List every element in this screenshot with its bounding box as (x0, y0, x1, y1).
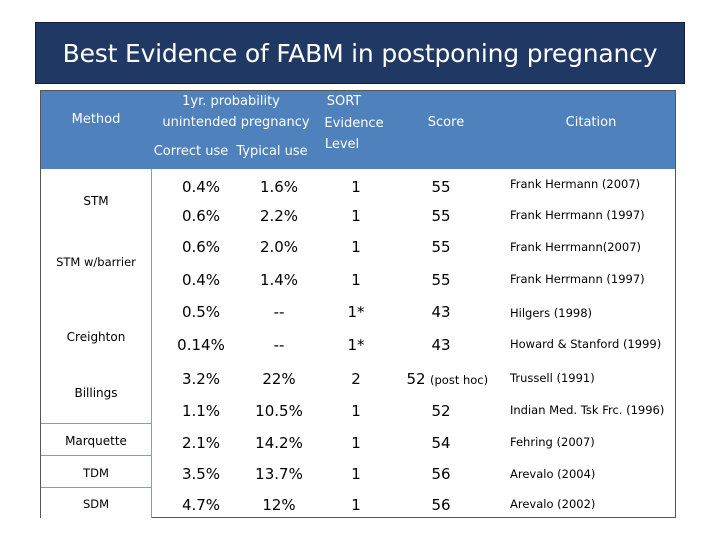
method-column (41, 169, 151, 518)
correct-use-value: 0.4% (181, 271, 221, 289)
method-stm: STM (83, 194, 109, 208)
citation: Arevalo (2002) (510, 497, 596, 511)
typical-use-value: -- (273, 336, 285, 354)
score-value: 56 (431, 465, 451, 483)
typical-use-value: 13.7% (255, 465, 303, 483)
typical-use-value: 2.0% (259, 238, 299, 256)
citation: Fehring (2007) (510, 435, 595, 449)
evidence-table: Method 1yr. probability unintended pregn… (40, 90, 676, 518)
citation: Trussell (1991) (510, 371, 595, 385)
method-marquette: Marquette (65, 434, 127, 448)
citation: Arevalo (2004) (510, 467, 596, 481)
sort-value: 1 (351, 207, 361, 225)
typical-use-value: 14.2% (255, 434, 303, 452)
header-citation: Citation (565, 115, 617, 130)
score-value: 56 (431, 496, 451, 514)
citation: Howard & Stanford (1999) (510, 337, 662, 351)
correct-use-value: 1.1% (181, 402, 221, 420)
typical-use-value: 1.4% (259, 271, 299, 289)
sort-value: 1 (351, 465, 361, 483)
score-value: 43 (431, 336, 451, 354)
score-value: 52 (431, 402, 451, 420)
header-prob-line2: unintended pregnancy (162, 115, 310, 130)
score-value: 54 (431, 434, 451, 452)
sort-value: 1 (351, 496, 361, 514)
correct-use-value: 0.5% (181, 303, 221, 321)
header-method: Method (71, 112, 121, 127)
citation: Frank Herrmann (1997) (510, 272, 645, 286)
header-sort-line1: SORT (326, 94, 362, 109)
sort-value: 1* (347, 303, 365, 321)
sort-value: 1 (351, 434, 361, 452)
citation: Hilgers (1998) (510, 306, 593, 320)
method-creighton: Creighton (66, 330, 126, 344)
sort-value: 1 (351, 178, 361, 196)
divider (41, 487, 151, 488)
score-value: 55 (431, 271, 451, 289)
typical-use-value: 12% (262, 496, 296, 514)
correct-use-value: 0.6% (181, 207, 221, 225)
typical-use-value: 22% (262, 370, 296, 388)
header-score: Score (427, 115, 465, 130)
typical-use-value: 10.5% (255, 402, 303, 420)
title-bar: Best Evidence of FABM in postponing preg… (35, 22, 685, 84)
header-typical-use: Typical use (236, 144, 308, 159)
correct-use-value: 4.7% (181, 496, 221, 514)
score-note: (post hoc) (430, 373, 489, 387)
correct-use-value: 2.1% (181, 434, 221, 452)
typical-use-value: 1.6% (259, 178, 299, 196)
score-value: 52 (406, 370, 426, 388)
divider (151, 169, 152, 518)
typical-use-value: 2.2% (259, 207, 299, 225)
score-value: 55 (431, 207, 451, 225)
header-correct-use: Correct use (153, 144, 229, 159)
citation: Frank Hermann (2007) (510, 177, 641, 191)
correct-use-value: 3.2% (181, 370, 221, 388)
sort-value: 1 (351, 271, 361, 289)
correct-use-value: 3.5% (181, 465, 221, 483)
score-value: 55 (431, 178, 451, 196)
score-value: 55 (431, 238, 451, 256)
citation: Indian Med. Tsk Frc. (1996) (510, 403, 665, 417)
correct-use-value: 0.14% (177, 336, 225, 354)
score-value: 43 (431, 303, 451, 321)
sort-value: 1 (351, 238, 361, 256)
citation: Frank Herrmann (1997) (510, 208, 645, 222)
sort-value: 2 (351, 370, 361, 388)
header-prob-line1: 1yr. probability (182, 94, 280, 109)
citation: Frank Herrmann(2007) (510, 240, 641, 254)
divider (41, 455, 151, 456)
method-stm-barrier: STM w/barrier (56, 255, 136, 269)
typical-use-value: -- (273, 303, 285, 321)
correct-use-value: 0.4% (181, 178, 221, 196)
divider (41, 423, 151, 424)
table-header: Method 1yr. probability unintended pregn… (41, 91, 675, 169)
page-title: Best Evidence of FABM in postponing preg… (62, 38, 658, 68)
header-sort-line2: Evidence (324, 116, 384, 131)
correct-use-value: 0.6% (181, 238, 221, 256)
method-sdm: SDM (82, 497, 110, 511)
method-tdm: TDM (83, 466, 109, 480)
method-billings: Billings (74, 386, 118, 400)
sort-value: 1* (347, 336, 365, 354)
sort-value: 1 (351, 402, 361, 420)
header-sort-line3: Level (324, 137, 360, 152)
